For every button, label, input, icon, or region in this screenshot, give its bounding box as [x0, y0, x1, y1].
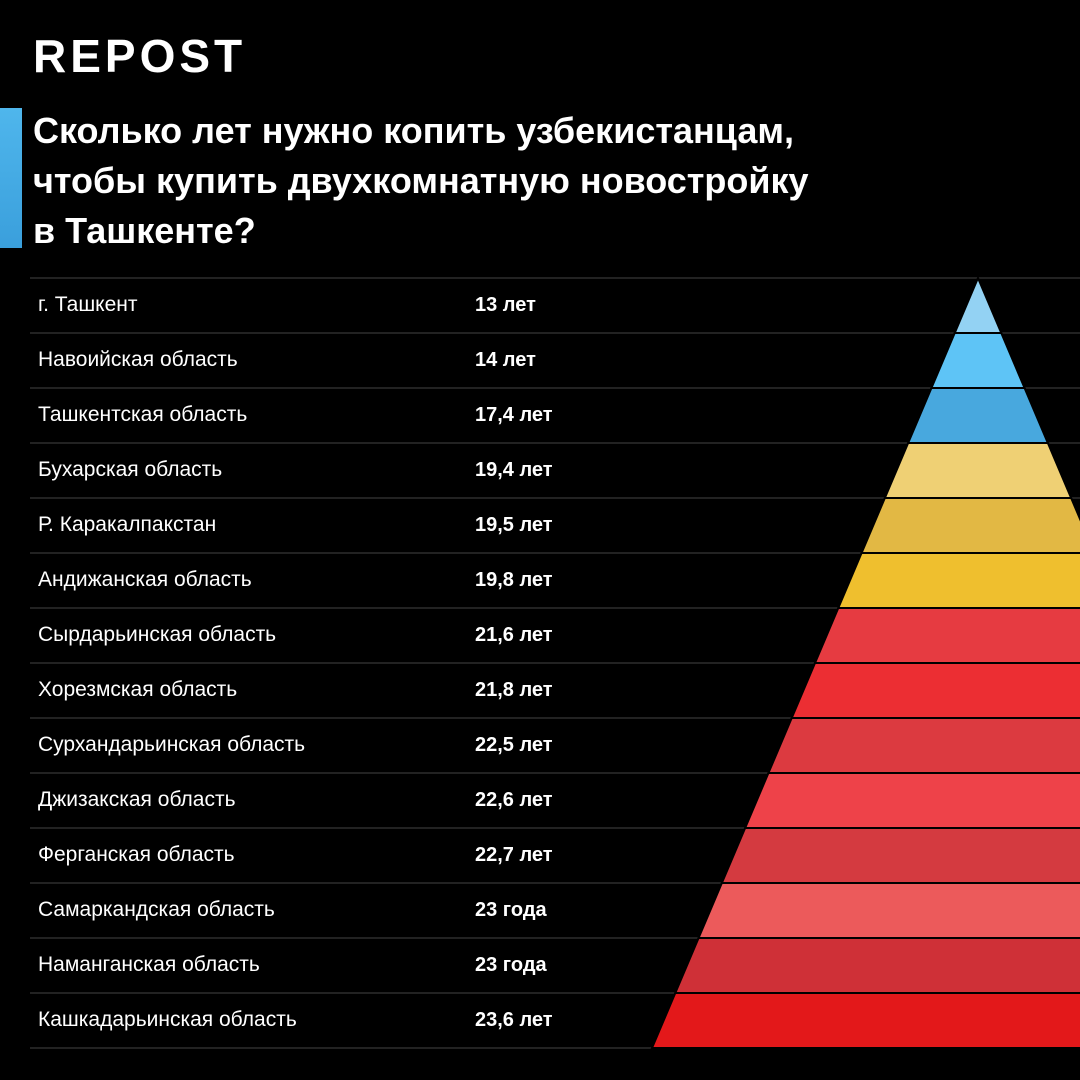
years-value: 14 лет	[475, 349, 536, 371]
years-value: 22,6 лет	[475, 789, 553, 811]
region-label: Ферганская область	[38, 843, 235, 866]
table: г. Ташкент 13 лет Навоийская область 14 лет…	[38, 293, 553, 1031]
region-label: г. Ташкент	[38, 293, 138, 316]
title-line: в Ташкенте?	[33, 210, 256, 251]
accent-bar	[0, 108, 22, 248]
years-value: 13 лет	[475, 294, 536, 316]
title: Сколько лет нужно копить узбекистанцам, ч…	[33, 110, 809, 251]
pyramid-segment	[697, 882, 1080, 939]
pyramid-segment	[883, 442, 1073, 499]
pyramid	[650, 275, 1080, 1049]
pyramid-segment	[860, 497, 1080, 554]
region-label: Хорезмская область	[38, 678, 237, 701]
region-label: Кашкадарьинская область	[38, 1008, 297, 1031]
years-value: 21,8 лет	[475, 679, 553, 701]
pyramid-segment	[673, 937, 1080, 994]
years-value: 19,5 лет	[475, 514, 553, 536]
region-label: Бухарская область	[38, 458, 222, 481]
region-label: Навоийская область	[38, 348, 238, 371]
years-value: 19,8 лет	[475, 569, 553, 591]
logo: REPOST	[33, 30, 246, 82]
years-value: 23 года	[475, 899, 548, 921]
years-value: 22,5 лет	[475, 734, 553, 756]
region-label: Ташкентская область	[38, 403, 247, 426]
years-value: 21,6 лет	[475, 624, 553, 646]
years-value: 22,7 лет	[475, 844, 553, 866]
region-label: Сурхандарьинская область	[38, 733, 305, 756]
years-value: 23,6 лет	[475, 1009, 553, 1031]
title-line: чтобы купить двухкомнатную новостройку	[33, 160, 809, 201]
years-value: 23 года	[475, 954, 548, 976]
pyramid-segment	[790, 662, 1080, 719]
region-label: Джизакская область	[38, 788, 236, 811]
region-label: Сырдарьинская область	[38, 623, 276, 646]
region-label: Самаркандская область	[38, 898, 275, 921]
years-value: 19,4 лет	[475, 459, 553, 481]
pyramid-segment	[813, 607, 1080, 664]
region-label: Андижанская область	[38, 568, 252, 591]
region-label: Р. Каракалпакстан	[38, 513, 216, 536]
pyramid-segment	[836, 552, 1080, 609]
title-line: Сколько лет нужно копить узбекистанцам,	[33, 110, 794, 151]
years-value: 17,4 лет	[475, 404, 553, 426]
pyramid-segment	[906, 387, 1050, 444]
pyramid-segment	[766, 717, 1080, 774]
pyramid-segment	[650, 992, 1080, 1049]
pyramid-segment	[743, 772, 1080, 829]
region-label: Наманганская область	[38, 953, 260, 976]
pyramid-segment	[720, 827, 1080, 884]
